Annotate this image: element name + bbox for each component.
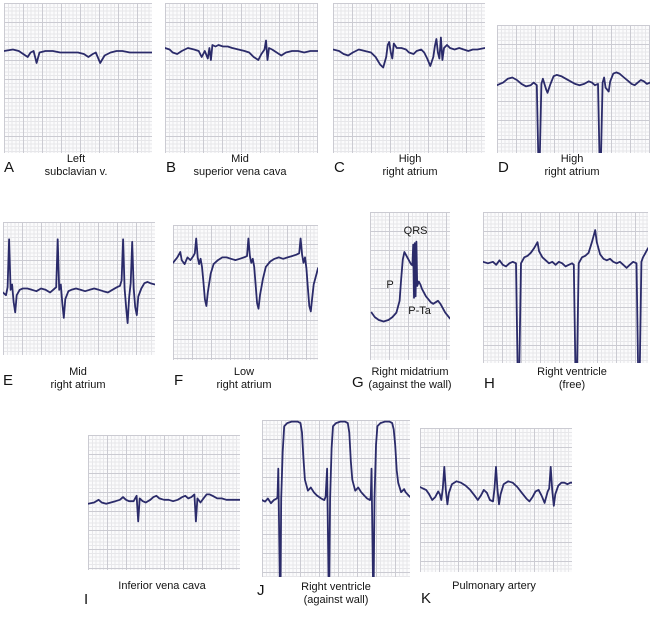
waveform-path-b — [165, 39, 318, 61]
waveform-path-a — [4, 48, 152, 64]
waveform-path-e — [3, 238, 155, 324]
panel-letter-h: H — [484, 375, 496, 392]
waveform-path-d — [497, 71, 650, 153]
caption-line: Low — [233, 366, 255, 378]
electrogram-waveform-d — [497, 71, 650, 153]
panel-caption-c: High right atrium — [322, 153, 498, 178]
electrogram-waveform-k — [420, 466, 572, 507]
panel-caption-h: Right ventricle (free) — [484, 366, 650, 391]
electrogram-waveform-j — [262, 420, 410, 577]
caption-line: subclavian v. — [44, 165, 108, 178]
caption-line: Mid — [69, 366, 87, 378]
waveform-path-i — [88, 493, 240, 523]
ecg-grid-panel-f — [173, 225, 318, 360]
panel-caption-i: Inferior vena cava — [74, 580, 250, 593]
panel-caption-d: High right atrium — [484, 153, 650, 178]
waveform-path-g — [370, 240, 450, 323]
panel-letter-e: E — [3, 372, 14, 389]
panel-caption-e: Mid right atrium — [0, 366, 166, 391]
caption-line: Left — [66, 153, 86, 165]
waveform-path-k — [420, 466, 572, 507]
caption-line: Mid — [231, 153, 249, 165]
ecg-grid-panel-c — [333, 3, 485, 153]
electrogram-waveform-b — [165, 39, 318, 61]
wave-annotation-p-ta: P-Ta — [408, 305, 431, 318]
ecg-grid-panel-e — [3, 222, 155, 355]
caption-line: right atrium — [382, 165, 438, 178]
caption-line: (against the wall) — [368, 378, 452, 391]
wave-annotation-qrs: QRS — [403, 225, 428, 238]
panel-caption-b: Mid superior vena cava — [152, 153, 328, 178]
electrogram-waveform-c — [333, 36, 485, 69]
caption-line: Right ventricle — [301, 581, 371, 593]
ecg-grid-panel-i — [88, 435, 240, 570]
waveform-path-f — [173, 237, 318, 313]
electrogram-waveform-i — [88, 493, 240, 523]
ecg-grid-panel-j — [262, 420, 410, 577]
caption-line: Right ventricle — [537, 366, 607, 378]
panel-letter-i: I — [84, 591, 89, 608]
ecg-grid-panel-b — [165, 3, 318, 153]
panel-caption-j: Right ventricle (against wall) — [248, 581, 424, 606]
panel-letter-b: B — [166, 159, 177, 176]
ecg-grid-panel-h — [483, 212, 648, 363]
caption-line: superior vena cava — [193, 165, 287, 178]
panel-letter-j: J — [257, 582, 265, 599]
ecg-grid-panel-d — [497, 25, 650, 153]
electrogram-waveform-g — [370, 240, 450, 323]
panel-letter-g: G — [352, 374, 364, 391]
caption-line: right atrium — [50, 378, 106, 391]
panel-letter-a: A — [4, 159, 15, 176]
panel-caption-f: Low right atrium — [156, 366, 332, 391]
panel-letter-f: F — [174, 372, 184, 389]
caption-line: High — [398, 153, 422, 165]
panel-caption-k: Pulmonary artery — [406, 580, 582, 593]
caption-line: Right midatrium — [371, 366, 449, 378]
caption-line: Pulmonary artery — [452, 580, 536, 592]
waveform-path-j — [262, 420, 410, 577]
electrogram-waveform-f — [173, 237, 318, 313]
panel-letter-k: K — [421, 590, 432, 607]
caption-line: Inferior vena cava — [118, 580, 206, 592]
wave-annotation-p: P — [386, 278, 394, 291]
panel-caption-a: Left subclavian v. — [0, 153, 164, 178]
panel-letter-d: D — [498, 159, 510, 176]
caption-line: High — [560, 153, 584, 165]
panel-letter-c: C — [334, 159, 346, 176]
caption-line: right atrium — [544, 165, 600, 178]
caption-line: (free) — [558, 378, 586, 391]
caption-line: (against wall) — [303, 593, 369, 606]
ecg-grid-panel-k — [420, 428, 572, 572]
waveform-path-h — [483, 229, 648, 363]
electrogram-waveform-a — [4, 48, 152, 64]
ecg-grid-panel-g: QRS P P-Ta — [370, 212, 450, 360]
electrogram-waveform-h — [483, 229, 648, 363]
ecg-grid-panel-a — [4, 3, 152, 153]
waveform-path-c — [333, 36, 485, 69]
panel-caption-g: Right midatrium (against the wall) — [322, 366, 498, 391]
caption-line: right atrium — [216, 378, 272, 391]
electrogram-waveform-e — [3, 238, 155, 324]
